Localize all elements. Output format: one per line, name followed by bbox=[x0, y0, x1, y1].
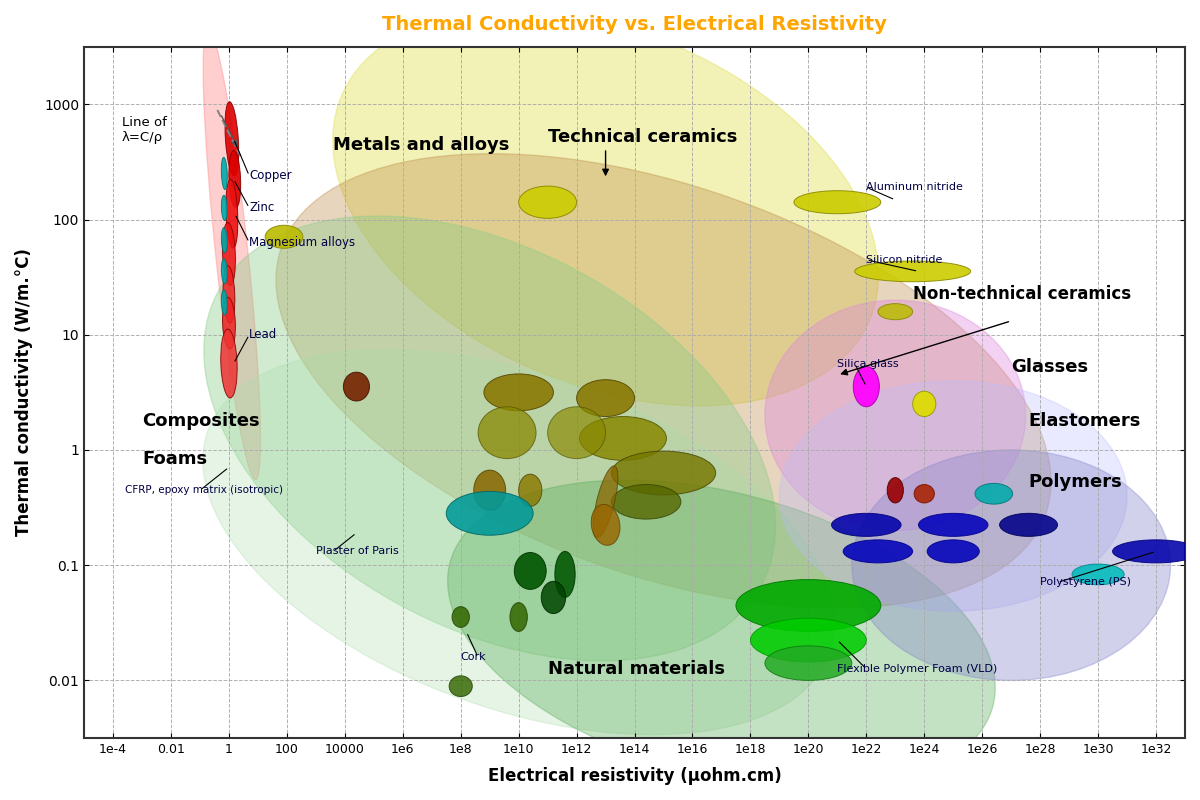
Ellipse shape bbox=[974, 483, 1013, 504]
Ellipse shape bbox=[203, 350, 834, 734]
Text: Elastomers: Elastomers bbox=[1028, 412, 1141, 430]
Ellipse shape bbox=[592, 504, 620, 546]
Ellipse shape bbox=[750, 618, 866, 662]
Ellipse shape bbox=[223, 266, 235, 323]
Text: Silicon nitride: Silicon nitride bbox=[866, 255, 943, 265]
Ellipse shape bbox=[226, 102, 239, 176]
Ellipse shape bbox=[577, 380, 635, 417]
Ellipse shape bbox=[554, 551, 575, 598]
Ellipse shape bbox=[203, 29, 260, 479]
Ellipse shape bbox=[474, 470, 505, 510]
Ellipse shape bbox=[541, 582, 565, 614]
Ellipse shape bbox=[229, 150, 241, 208]
Ellipse shape bbox=[764, 646, 852, 681]
Ellipse shape bbox=[221, 329, 238, 398]
Text: Aluminum nitride: Aluminum nitride bbox=[866, 182, 964, 192]
Text: Silica glass: Silica glass bbox=[838, 358, 899, 369]
Text: Composites: Composites bbox=[142, 412, 259, 430]
Ellipse shape bbox=[221, 258, 227, 284]
Ellipse shape bbox=[510, 602, 527, 631]
Ellipse shape bbox=[1112, 540, 1200, 563]
Ellipse shape bbox=[580, 417, 666, 460]
Ellipse shape bbox=[332, 10, 878, 406]
Text: Polymers: Polymers bbox=[1028, 474, 1122, 491]
Text: Copper: Copper bbox=[250, 170, 292, 182]
Ellipse shape bbox=[611, 485, 680, 519]
Text: Foams: Foams bbox=[142, 450, 208, 468]
Ellipse shape bbox=[794, 190, 881, 214]
Ellipse shape bbox=[611, 451, 715, 495]
Ellipse shape bbox=[478, 406, 536, 458]
Text: CFRP, epoxy matrix (isotropic): CFRP, epoxy matrix (isotropic) bbox=[125, 486, 283, 495]
Ellipse shape bbox=[1000, 514, 1057, 536]
Ellipse shape bbox=[593, 466, 618, 538]
Text: Non-technical ceramics: Non-technical ceramics bbox=[913, 286, 1130, 303]
Ellipse shape bbox=[844, 540, 913, 563]
Y-axis label: Thermal conductivity (W/m.°C): Thermal conductivity (W/m.°C) bbox=[14, 249, 34, 536]
Text: Polystyrene (PS): Polystyrene (PS) bbox=[1040, 578, 1132, 587]
Ellipse shape bbox=[918, 514, 988, 536]
Text: Metals and alloys: Metals and alloys bbox=[334, 136, 510, 154]
Ellipse shape bbox=[853, 366, 880, 406]
Ellipse shape bbox=[265, 226, 302, 248]
Ellipse shape bbox=[484, 374, 553, 410]
Text: Magnesium alloys: Magnesium alloys bbox=[250, 236, 355, 249]
Ellipse shape bbox=[448, 480, 995, 789]
Ellipse shape bbox=[276, 154, 1051, 608]
Text: Plaster of Paris: Plaster of Paris bbox=[316, 546, 398, 556]
Text: Lead: Lead bbox=[250, 328, 277, 342]
Ellipse shape bbox=[518, 186, 577, 218]
Ellipse shape bbox=[221, 228, 227, 253]
Text: Natural materials: Natural materials bbox=[547, 660, 725, 678]
Ellipse shape bbox=[452, 606, 469, 627]
Title: Thermal Conductivity vs. Electrical Resistivity: Thermal Conductivity vs. Electrical Resi… bbox=[382, 15, 887, 34]
Ellipse shape bbox=[832, 514, 901, 536]
Ellipse shape bbox=[343, 372, 370, 401]
Text: Flexible Polymer Foam (VLD): Flexible Polymer Foam (VLD) bbox=[838, 664, 997, 674]
Ellipse shape bbox=[221, 290, 227, 315]
X-axis label: Electrical resistivity (μohm.cm): Electrical resistivity (μohm.cm) bbox=[487, 767, 781, 785]
Ellipse shape bbox=[221, 195, 227, 221]
Text: Line of
λ=C/ρ: Line of λ=C/ρ bbox=[121, 116, 167, 144]
Ellipse shape bbox=[226, 179, 238, 248]
Ellipse shape bbox=[515, 553, 546, 590]
Ellipse shape bbox=[764, 300, 1026, 530]
Ellipse shape bbox=[221, 158, 227, 190]
Ellipse shape bbox=[547, 406, 606, 458]
Ellipse shape bbox=[913, 391, 936, 417]
Text: Glasses: Glasses bbox=[1012, 358, 1088, 376]
Text: Cork: Cork bbox=[461, 652, 486, 662]
Ellipse shape bbox=[854, 261, 971, 282]
Ellipse shape bbox=[449, 676, 473, 697]
Ellipse shape bbox=[518, 474, 542, 506]
Text: Technical ceramics: Technical ceramics bbox=[547, 127, 737, 146]
Ellipse shape bbox=[736, 579, 881, 631]
Ellipse shape bbox=[1072, 564, 1124, 585]
Text: Zinc: Zinc bbox=[250, 202, 275, 214]
Ellipse shape bbox=[222, 222, 235, 286]
Ellipse shape bbox=[204, 216, 775, 661]
Ellipse shape bbox=[852, 450, 1170, 681]
Ellipse shape bbox=[928, 540, 979, 563]
Ellipse shape bbox=[222, 298, 235, 349]
Ellipse shape bbox=[914, 485, 935, 503]
Ellipse shape bbox=[446, 491, 533, 535]
Ellipse shape bbox=[878, 304, 913, 320]
Ellipse shape bbox=[780, 381, 1127, 611]
Ellipse shape bbox=[887, 478, 904, 503]
